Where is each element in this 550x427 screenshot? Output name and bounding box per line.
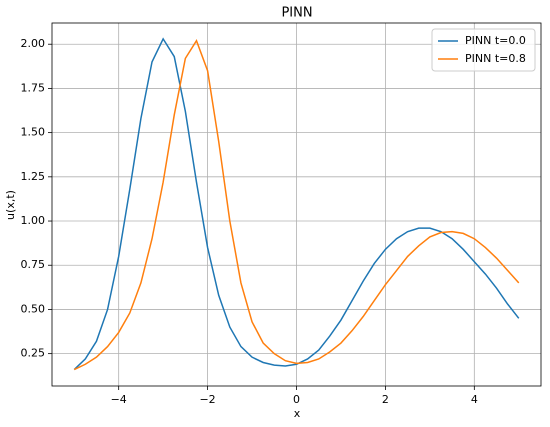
y-tick-label: 1.00: [21, 214, 46, 227]
legend-label: PINN t=0.0: [465, 34, 526, 47]
x-tick-label: −2: [199, 393, 215, 406]
chart-title: PINN: [281, 6, 312, 21]
x-tick-label: 2: [382, 393, 389, 406]
x-tick-label: −4: [111, 393, 127, 406]
y-tick-label: 1.75: [21, 81, 46, 94]
y-tick-label: 2.00: [21, 37, 46, 50]
legend-label: PINN t=0.8: [465, 52, 526, 65]
y-tick-label: 1.50: [21, 126, 46, 139]
x-axis-label: x: [294, 407, 301, 420]
y-tick-label: 0.50: [21, 302, 46, 315]
legend-box: [431, 28, 536, 72]
y-axis-label: u(x,t): [4, 190, 17, 220]
y-tick-label: 0.75: [21, 258, 46, 271]
plot-frame: [51, 22, 542, 387]
x-tick-label: 4: [471, 393, 478, 406]
series-line: [73, 37, 520, 371]
y-tick-label: 0.25: [21, 347, 46, 360]
y-tick-label: 1.25: [21, 170, 46, 183]
series-line: [73, 38, 520, 371]
x-tick-label: 0: [293, 393, 300, 406]
